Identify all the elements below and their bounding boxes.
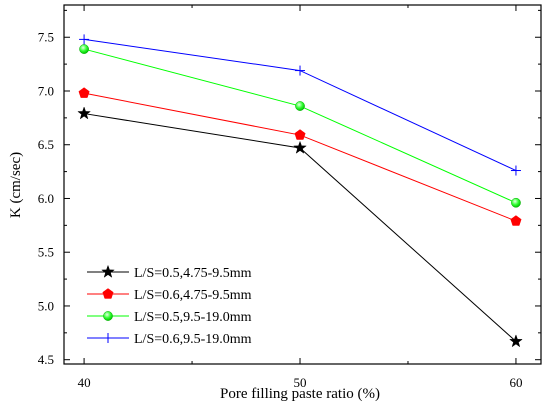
x-tick-label: 60: [509, 375, 522, 390]
data-point: [509, 334, 523, 348]
data-point: [293, 140, 307, 154]
data-point: [79, 44, 89, 54]
legend-marker: [102, 288, 114, 299]
series-2: [79, 44, 521, 208]
data-point: [510, 165, 521, 176]
series-line: [83, 92, 517, 222]
y-tick-label: 6.5: [38, 137, 54, 152]
data-point: [77, 106, 91, 120]
legend-entry: L/S=0.6,4.75-9.5mm: [87, 288, 252, 303]
data-point: [510, 215, 522, 226]
series-3: [79, 34, 521, 176]
data-point: [294, 129, 306, 140]
x-axis-title: Pore filling paste ratio (%): [220, 386, 380, 402]
y-tick-label: 6.0: [38, 191, 54, 206]
y-tick-label: 7.5: [38, 30, 54, 45]
data-point: [79, 34, 90, 45]
data-point: [295, 65, 306, 76]
legend-label: L/S=0.5,4.75-9.5mm: [134, 266, 252, 281]
legend-label: L/S=0.6,4.75-9.5mm: [134, 288, 252, 303]
y-tick-label: 5.5: [38, 245, 54, 260]
legend-entry: L/S=0.5,4.75-9.5mm: [87, 264, 252, 281]
legend-marker: [103, 333, 113, 343]
y-tick-label: 5.0: [38, 298, 54, 313]
series-0: [77, 106, 523, 348]
x-tick-label: 40: [78, 375, 91, 390]
legend-entry: L/S=0.6,9.5-19.0mm: [87, 332, 252, 347]
axis-ticks: 40 50 60 4.5 5.0 5.5 6.0 6.5 7.0 7.5: [38, 5, 541, 390]
legend-marker: [101, 264, 115, 278]
data-point: [295, 101, 305, 111]
plot-frame: [63, 4, 542, 365]
y-tick-label: 7.0: [38, 83, 54, 98]
legend-entry: L/S=0.5,9.5-19.0mm: [87, 310, 252, 325]
legend-label: L/S=0.6,9.5-19.0mm: [134, 332, 252, 347]
legend: L/S=0.5,4.75-9.5mm L/S=0.6,4.75-9.5mm L/S=…: [87, 264, 252, 347]
data-point: [78, 87, 90, 98]
y-tick-label: 4.5: [38, 352, 54, 367]
series-1: [78, 87, 522, 226]
legend-label: L/S=0.5,9.5-19.0mm: [134, 310, 252, 325]
series-layer: [77, 34, 523, 348]
data-point: [511, 197, 521, 208]
x-tick-label: 50: [294, 375, 307, 390]
legend-marker: [103, 311, 113, 321]
y-axis-title: K (cm/sec): [8, 152, 24, 218]
